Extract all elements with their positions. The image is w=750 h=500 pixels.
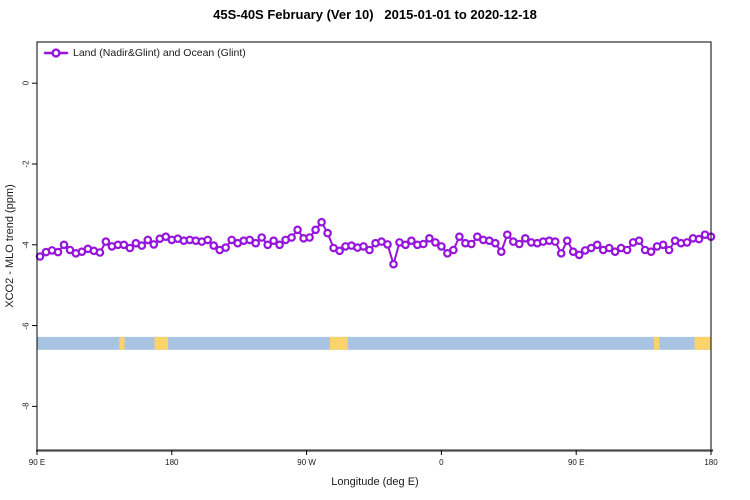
land-band-segment	[119, 336, 125, 350]
y-tick-label: 0	[21, 80, 31, 86]
data-point-marker	[143, 235, 153, 245]
x-tick-label: 0	[439, 458, 444, 467]
data-point-marker	[251, 238, 261, 248]
data-point-marker	[550, 237, 560, 246]
data-point-marker	[622, 245, 632, 255]
data-point-marker	[419, 239, 428, 249]
data-point-marker	[634, 236, 644, 246]
data-point-marker	[245, 235, 255, 245]
land-band-segment	[329, 336, 348, 350]
data-point-marker	[221, 243, 231, 252]
y-tick-label: -8	[21, 402, 31, 410]
y-tick-label: -2	[21, 160, 31, 168]
data-point-marker	[365, 245, 374, 255]
y-axis-label: XCO2 - MLO trend (ppm)	[4, 184, 16, 308]
data-point-marker	[257, 233, 267, 242]
data-point-marker	[203, 235, 213, 245]
data-point-marker	[293, 225, 302, 235]
data-point-marker	[389, 259, 398, 269]
data-point-marker	[592, 240, 602, 250]
data-point-marker	[496, 247, 506, 257]
data-point-marker	[305, 233, 314, 242]
data-point-marker	[335, 246, 344, 256]
data-point-marker	[125, 243, 135, 253]
data-point-marker	[562, 236, 572, 246]
data-point-marker	[263, 240, 273, 250]
legend-label: Land (Nadir&Glint) and Ocean (Glint)	[73, 47, 246, 59]
x-tick-label: 90 E	[567, 458, 585, 467]
data-point-marker	[311, 225, 320, 235]
data-point-marker	[490, 238, 500, 248]
data-point-marker	[514, 239, 524, 249]
x-tick-label: 180	[704, 458, 718, 467]
data-point-marker	[275, 240, 284, 250]
x-tick-label: 90 W	[297, 458, 316, 467]
data-point-marker	[401, 240, 410, 250]
ocean-band	[37, 336, 711, 350]
data-point-marker	[317, 217, 326, 227]
data-point-marker	[682, 238, 692, 247]
data-point-marker	[694, 234, 704, 244]
legend-marker-icon	[51, 48, 61, 58]
series-markers	[35, 217, 716, 269]
data-point-marker	[95, 248, 105, 257]
data-point-marker	[556, 249, 566, 258]
data-point-marker	[604, 243, 614, 253]
data-point-marker	[149, 240, 159, 249]
data-point-marker	[431, 238, 440, 247]
y-tick-label: -4	[21, 241, 31, 249]
data-point-marker	[323, 228, 332, 238]
land-band-segment	[154, 336, 169, 350]
y-tick-label: -6	[21, 322, 31, 330]
land-band-segment	[654, 336, 660, 350]
data-point-marker	[646, 247, 656, 257]
data-point-marker	[467, 239, 476, 249]
data-point-marker	[59, 240, 69, 250]
data-point-marker	[502, 230, 512, 240]
data-point-marker	[137, 241, 147, 250]
data-point-marker	[658, 240, 668, 250]
data-point-marker	[443, 249, 452, 258]
x-tick-label: 180	[165, 458, 179, 467]
land-band-segment	[694, 336, 711, 350]
data-point-marker	[610, 247, 620, 257]
data-point-marker	[35, 252, 45, 261]
data-point-marker	[269, 236, 278, 246]
data-point-marker	[664, 245, 674, 255]
x-axis-label: Longitude (deg E)	[331, 476, 419, 488]
data-point-marker	[53, 247, 63, 257]
data-point-marker	[574, 250, 584, 260]
data-point-marker	[101, 237, 111, 246]
data-point-marker	[359, 242, 368, 251]
chart-title: 45S-40S February (Ver 10) 2015-01-01 to …	[213, 7, 537, 22]
data-point-marker	[425, 234, 434, 243]
data-point-marker	[407, 236, 416, 246]
data-point-marker	[520, 234, 530, 243]
data-point-marker	[383, 240, 392, 249]
data-point-marker	[437, 242, 446, 251]
data-point-marker	[455, 232, 464, 242]
data-point-marker	[287, 233, 296, 242]
x-tick-label: 90 E	[28, 458, 46, 467]
data-point-marker	[209, 241, 219, 250]
data-point-marker	[227, 235, 237, 245]
data-point-marker	[449, 245, 458, 255]
